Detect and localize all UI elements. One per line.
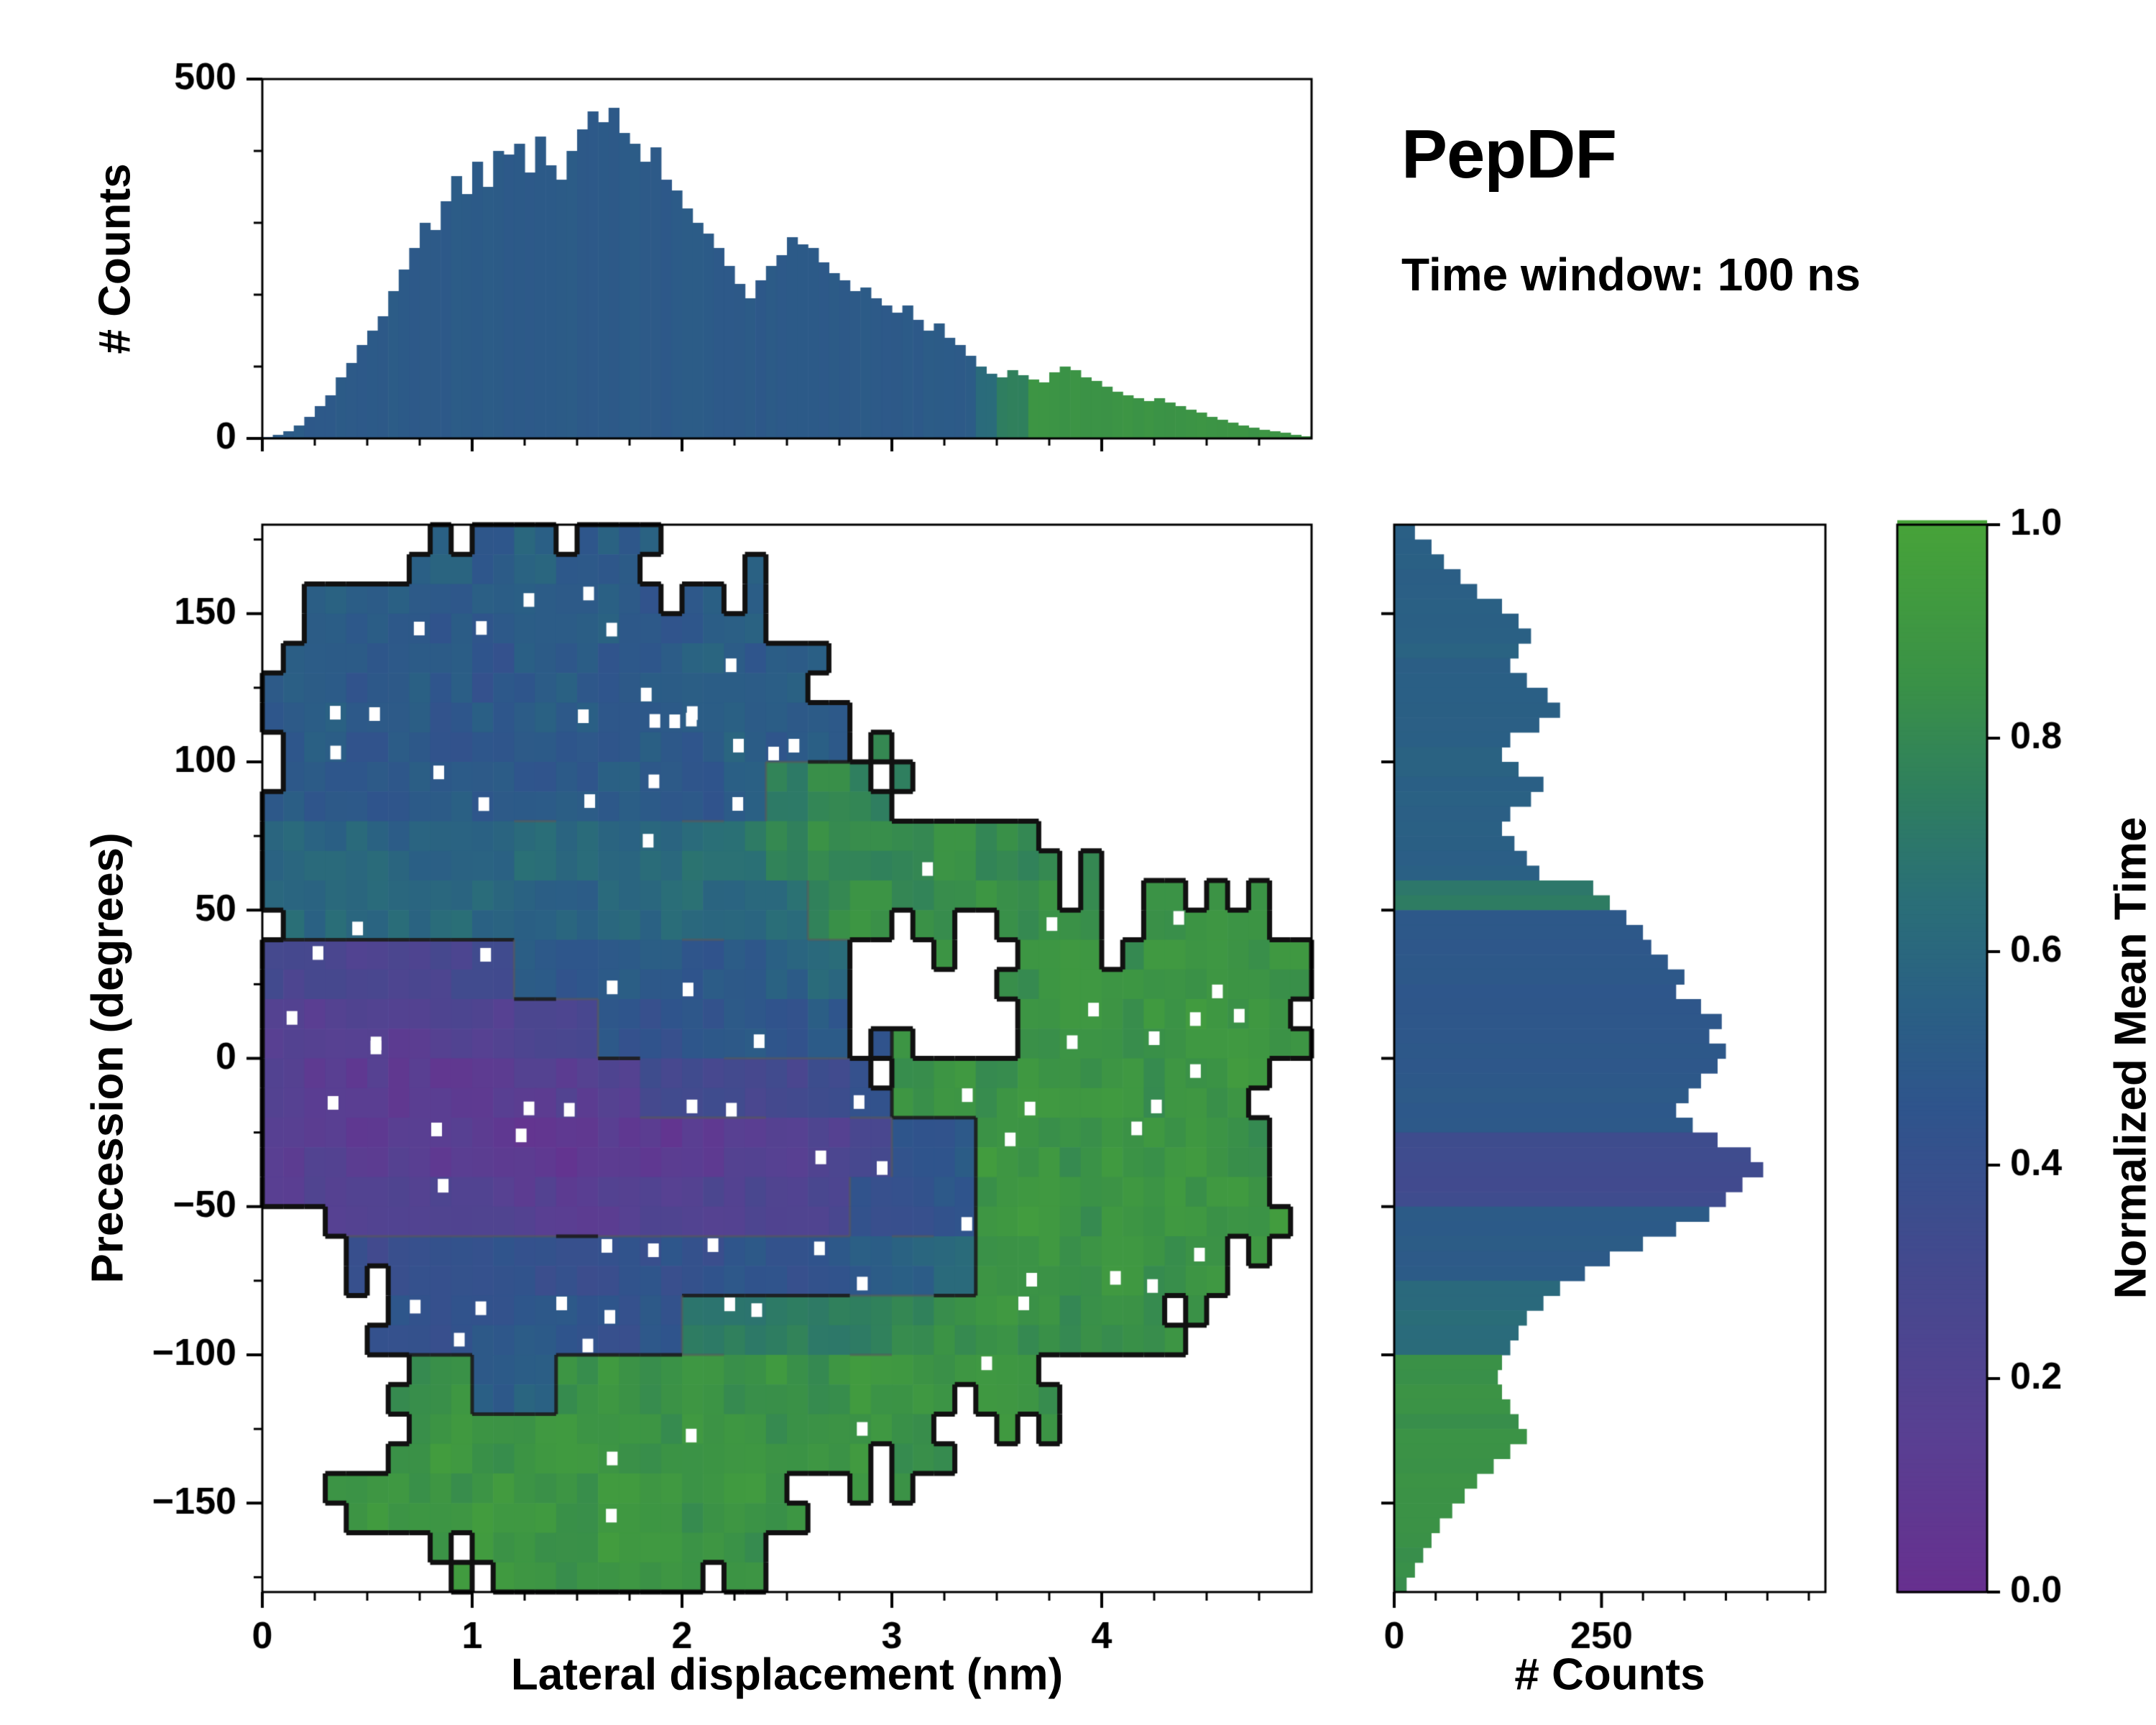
main-xlabel: Lateral displacement (nm) <box>510 1650 1064 1700</box>
figure-title: PepDF <box>1401 116 1617 193</box>
main-ylabel: Precession (degrees) <box>83 832 133 1284</box>
right-hist-xlabel: # Counts <box>1514 1650 1705 1700</box>
figure-subtitle: Time window: 100 ns <box>1401 249 1861 300</box>
top-hist-ylabel: # Counts <box>90 163 140 354</box>
colorbar-label: Normalized Mean Time <box>2106 816 2156 1300</box>
